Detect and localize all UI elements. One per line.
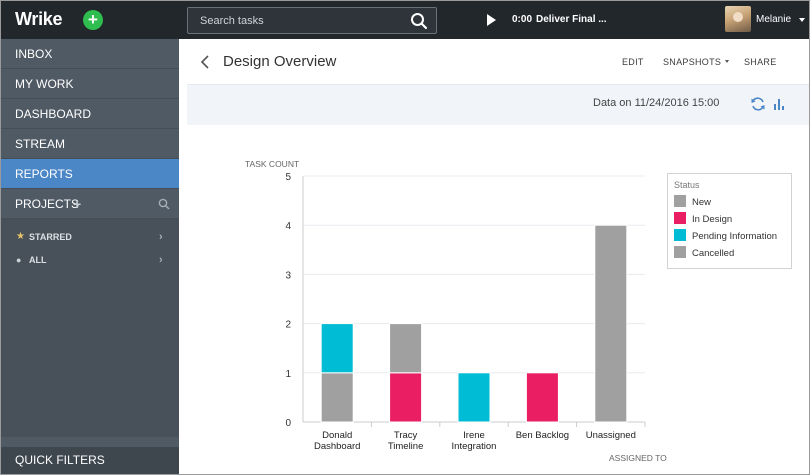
page-title: Design Overview <box>223 53 337 70</box>
data-info-bar: Data on 11/24/2016 15:00 <box>187 85 809 125</box>
y-tick-label: 1 <box>285 369 291 380</box>
add-project-icon[interactable]: + <box>73 196 82 212</box>
quick-filters-button[interactable]: QUICK FILTERS <box>1 447 179 474</box>
snapshots-button[interactable]: SNAPSHOTS <box>663 57 730 67</box>
legend-swatch <box>674 229 686 241</box>
sidebar-item-label: ALL <box>29 255 47 265</box>
play-icon[interactable] <box>487 14 496 26</box>
chevron-down-icon[interactable] <box>799 18 805 22</box>
x-tick-label: Dashboard <box>314 441 360 452</box>
y-tick-label: 4 <box>285 221 291 232</box>
search-box <box>187 7 437 34</box>
data-timestamp: Data on 11/24/2016 15:00 <box>593 97 720 109</box>
x-tick-label: Irene <box>463 430 485 441</box>
x-tick-label: Timeline <box>388 441 424 452</box>
sidebar-item-reports[interactable]: REPORTS <box>1 159 179 189</box>
legend-item[interactable]: In Design <box>674 212 791 229</box>
search-icon[interactable] <box>410 12 428 30</box>
bar-segment <box>320 323 354 374</box>
chevron-right-icon[interactable]: › <box>159 254 163 266</box>
bar-segment <box>525 372 559 423</box>
timer-task-name[interactable]: Deliver Final ... <box>536 14 607 25</box>
chart-legend: Status New In Design Pending Information Ca… <box>667 173 792 269</box>
x-tick-label: Ben Backlog <box>516 430 569 441</box>
y-tick-label: 3 <box>285 270 291 281</box>
search-input[interactable] <box>188 8 408 33</box>
x-tick-label: Unassigned <box>586 430 636 441</box>
task-count-chart: 0 1 2 3 4 5 TASK COUNT ASSIGNED TO Donald Dashboa… <box>187 125 809 474</box>
x-tick-label: Integration <box>452 441 497 452</box>
star-icon: ★ <box>16 231 25 242</box>
y-tick-label: 5 <box>285 172 291 183</box>
x-axis-label: ASSIGNED TO <box>609 453 667 463</box>
bar-segment <box>457 372 491 423</box>
sidebar-item-stream[interactable]: STREAM <box>1 129 179 159</box>
y-axis-label: TASK COUNT <box>245 159 299 169</box>
snapshots-label: SNAPSHOTS <box>663 57 722 67</box>
sidebar-item-all[interactable]: ● ALL › <box>1 249 179 271</box>
sidebar-item-my-work[interactable]: MY WORK <box>1 69 179 99</box>
bar-segment <box>320 372 354 423</box>
wrike-logo[interactable]: Wrike <box>15 9 63 29</box>
sidebar-item-label: PROJECTS <box>15 197 80 211</box>
legend-swatch <box>674 246 686 258</box>
legend-swatch <box>674 195 686 207</box>
report-header: Design Overview EDIT SNAPSHOTS SHARE <box>187 39 809 85</box>
bullet-icon: ● <box>16 255 22 265</box>
chevron-right-icon[interactable]: › <box>159 231 163 243</box>
legend-title: Status <box>674 180 700 190</box>
legend-label: Cancelled <box>692 248 735 259</box>
legend-swatch <box>674 212 686 224</box>
bar-chart-icon[interactable] <box>772 96 786 111</box>
legend-item[interactable]: Pending Information <box>674 229 791 246</box>
share-button[interactable]: SHARE <box>744 57 777 67</box>
sidebar-item-projects[interactable]: PROJECTS + <box>1 189 179 219</box>
y-tick-label: 0 <box>285 418 291 429</box>
x-tick-label: Tracy <box>394 430 418 441</box>
bar-segment <box>389 372 423 423</box>
main-panel: Design Overview EDIT SNAPSHOTS SHARE Dat… <box>187 39 809 474</box>
add-button[interactable]: + <box>83 10 103 30</box>
x-tick-label: Donald <box>322 430 352 441</box>
bar-segment <box>594 224 628 423</box>
projects-section: ★ STARRED › ● ALL › <box>1 219 179 437</box>
sidebar-item-dashboard[interactable]: DASHBOARD <box>1 99 179 129</box>
sidebar: INBOX MY WORK DASHBOARD STREAM REPORTS P… <box>1 39 179 474</box>
sidebar-item-inbox[interactable]: INBOX <box>1 39 179 69</box>
legend-label: New <box>692 197 712 208</box>
legend-item[interactable]: New <box>674 195 791 212</box>
back-arrow-icon[interactable] <box>199 54 211 70</box>
y-tick-label: 2 <box>285 320 291 331</box>
legend-label: In Design <box>692 214 733 225</box>
bar-segment <box>389 323 423 374</box>
edit-button[interactable]: EDIT <box>622 57 644 67</box>
bar-chart: 0 1 2 3 4 5 TASK COUNT ASSIGNED TO DonaldDashboa… <box>245 159 667 463</box>
sidebar-item-starred[interactable]: ★ STARRED › <box>1 226 179 248</box>
legend-label: Pending Information <box>692 231 778 242</box>
refresh-icon[interactable] <box>750 96 766 112</box>
sidebar-item-label: STARRED <box>29 232 72 242</box>
top-bar: Wrike + 0:00 Deliver Final ... Melanie <box>1 1 809 39</box>
timer-display: 0:00 <box>512 14 533 25</box>
search-icon[interactable] <box>158 198 170 210</box>
username[interactable]: Melanie <box>756 14 792 25</box>
chevron-down-icon <box>725 60 730 63</box>
avatar[interactable] <box>725 6 751 32</box>
legend-item[interactable]: Cancelled <box>674 246 791 263</box>
